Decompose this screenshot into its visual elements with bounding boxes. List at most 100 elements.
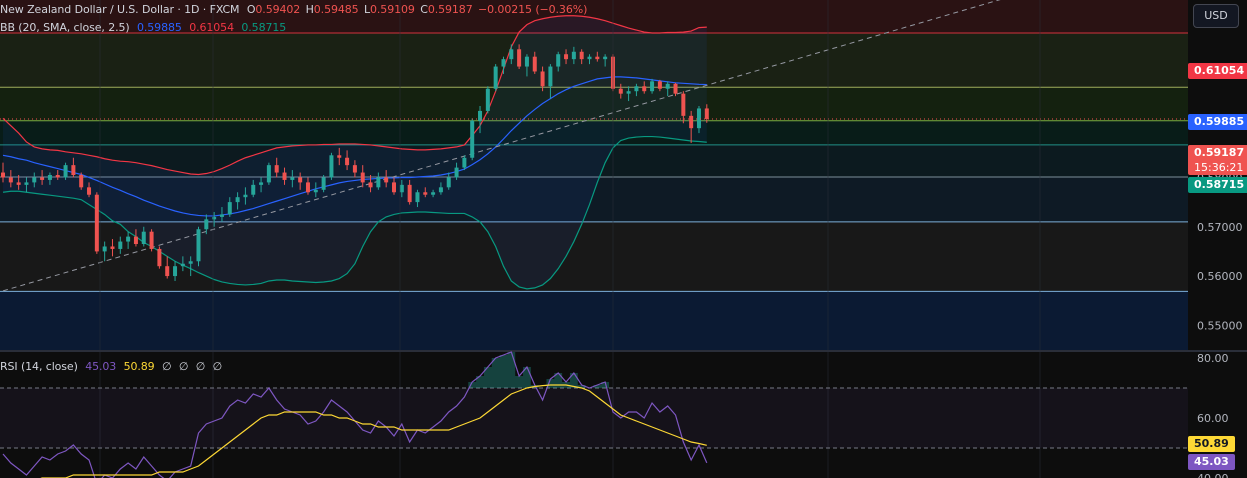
candle [321,175,326,193]
candle-body [180,263,185,267]
candle [274,157,279,178]
candle [587,54,592,65]
candle [438,182,443,195]
candle-body [626,91,631,94]
candle-body [305,182,310,193]
candle-body [501,59,506,67]
candle-body [219,214,224,217]
candle [696,105,701,134]
trend-line [2,0,1001,292]
candle-body [266,165,271,183]
candle [360,165,365,188]
rsi-tag: 45.03 [1188,454,1235,470]
candle [298,172,303,190]
candle-body [360,172,365,183]
candle-body [603,56,608,60]
candle-body [274,165,279,173]
candle-body [102,246,107,252]
candle [673,82,678,97]
rsi-extra-3: ∅ [195,360,206,373]
candle [282,167,287,185]
candle-body [587,56,592,60]
candle-body [595,56,600,60]
bb-upper-tag: 0.61054 [1188,63,1247,79]
rsi-value: 45.03 [85,360,117,373]
bb-lower-line [2,135,707,290]
zone-band-0 [0,0,1188,34]
candle-body [454,167,459,178]
candle-body [298,177,303,183]
bb-title: BB (20, SMA, close, 2.5) [0,21,130,34]
candle-body [470,120,475,158]
candle [235,192,240,210]
candle-body [24,182,29,185]
candle [16,175,21,190]
candle-body [673,83,678,94]
candle-body [79,175,84,188]
candle [501,56,506,74]
low-value: 0.59109 [370,3,415,16]
candle [32,172,37,188]
candle-body [431,192,436,195]
candle [71,157,76,178]
candle-body [493,66,498,89]
candle-body [384,177,389,183]
candle [681,91,686,124]
candle-body [650,81,655,92]
candle [133,229,138,247]
change-value: −0.00215 (−0.36%) [478,3,588,16]
candle [47,172,52,185]
symbol-legend: New Zealand Dollar / U.S. Dollar · 1D · … [0,3,591,16]
candle [157,246,162,269]
candle-body [141,231,146,245]
price-tick-label: 0.55000 [1197,319,1243,332]
candle-body [196,229,201,262]
candle [657,79,662,92]
candle [118,236,123,254]
candle [493,64,498,92]
candle [368,175,373,193]
rsi-extra-2: ∅ [178,360,189,373]
candle [110,239,115,257]
bb-lower-value: 0.58715 [241,21,287,34]
ohlc-low: L0.59109 [364,3,415,16]
candle-body [462,157,467,168]
candle-body [16,182,21,185]
candle-body [564,54,569,60]
candle-body [313,189,318,193]
candle-body [392,182,396,193]
bb-legend: BB (20, SMA, close, 2.5) 0.59885 0.61054… [0,21,290,34]
currency-button[interactable]: USD [1193,4,1239,28]
candle [212,211,217,227]
candle [251,179,256,198]
candle [384,170,389,188]
candle-body [446,177,451,188]
candle [618,83,623,99]
bb-upper-line [2,15,707,176]
candle [337,147,342,166]
candle-body [634,86,639,92]
candle-body [149,231,154,249]
candle-body [32,177,37,183]
zone-band-5 [0,176,1188,222]
bb-basis-tag: 0.59885 [1188,114,1247,130]
price-pane [0,0,1188,350]
candle [431,189,436,198]
candle [149,229,154,252]
price-tick-label: 0.57000 [1197,221,1243,234]
rsi-ma-value: 50.89 [123,360,155,373]
candle [266,162,271,185]
candle-body [118,241,123,249]
last-price-value: 0.59187 [1194,146,1245,159]
ohlc-high: H0.59485 [306,3,359,16]
rsi-tick-label: 60.00 [1197,412,1229,425]
bb-basis-line [2,76,707,217]
candle [626,86,631,102]
candle [352,160,357,178]
candle-body [282,172,287,180]
candle-body [188,261,193,264]
candle-body [8,177,13,183]
bar-countdown: 15:36:21 [1194,161,1244,174]
candle-body [94,194,99,252]
